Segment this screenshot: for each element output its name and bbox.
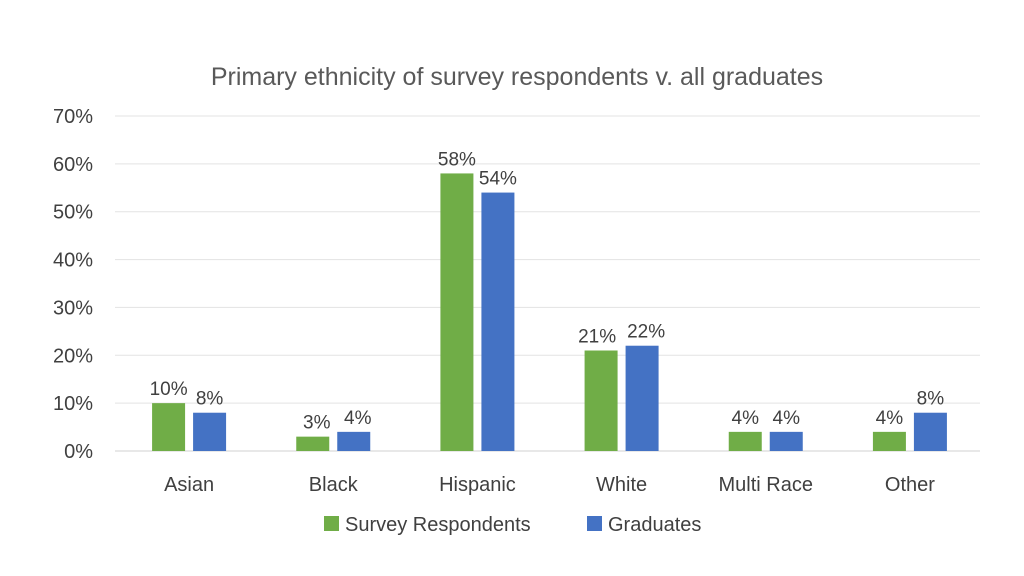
bar-graduates-multi-race — [769, 431, 803, 451]
legend-swatch — [324, 516, 339, 531]
y-tick-label: 40% — [53, 250, 93, 272]
data-label: 4% — [773, 408, 801, 429]
data-label: 4% — [344, 408, 372, 429]
data-label: 10% — [150, 379, 188, 400]
data-label: 8% — [917, 389, 945, 410]
data-label: 22% — [627, 322, 665, 343]
data-label: 21% — [578, 327, 616, 348]
bar-graduates-white — [625, 345, 659, 451]
x-tick-label: White — [596, 474, 647, 496]
bars — [152, 173, 947, 452]
y-tick-label: 20% — [53, 345, 93, 367]
data-labels: 10% 8% 3% 4% 58%54% 21% 22% 4% 4% 4% 8% — [150, 149, 945, 433]
chart-title: Primary ethnicity of survey respondents … — [211, 63, 823, 91]
x-tick-label: Multi Race — [719, 474, 813, 496]
data-label: 58% — [438, 149, 476, 170]
x-tick-label: Other — [885, 474, 935, 496]
legend-label: Survey Respondents — [345, 514, 531, 536]
y-tick-label: 0% — [64, 441, 93, 463]
data-label: 8% — [196, 389, 224, 410]
y-tick-label: 30% — [53, 297, 93, 319]
bar-graduates-black — [337, 431, 371, 451]
legend-swatch — [587, 516, 602, 531]
bar-graduates-other — [913, 412, 947, 451]
x-tick-label: Hispanic — [439, 474, 516, 496]
bar-survey-respondents-other — [872, 431, 906, 451]
legend: Survey Respondents Graduates — [324, 514, 701, 536]
data-label: 4% — [876, 408, 904, 429]
data-label: 3% — [303, 413, 331, 434]
y-tick-label: 50% — [53, 202, 93, 224]
y-tick-label: 70% — [53, 106, 93, 128]
legend-label: Graduates — [608, 514, 701, 536]
x-tick-label: Asian — [164, 474, 214, 496]
bar-survey-respondents-hispanic — [440, 173, 474, 451]
x-tick-label: Black — [309, 474, 359, 496]
bar-survey-respondents-asian — [152, 403, 186, 451]
x-axis-tick-labels: Asian Black Hispanic White Multi Race Other — [164, 474, 935, 496]
bar-graduates-hispanic — [481, 192, 515, 452]
bar-survey-respondents-multi-race — [728, 431, 762, 451]
bar-graduates-asian — [193, 412, 227, 451]
bar-survey-respondents-black — [296, 436, 330, 451]
y-tick-label: 10% — [53, 393, 93, 415]
y-tick-label: 60% — [53, 154, 93, 176]
data-label: 4% — [732, 408, 760, 429]
y-axis-tick-labels: 0% 10% 20% 30% 40% 50% 60% 70% — [53, 106, 93, 463]
gridlines — [115, 115, 980, 452]
data-label: 54% — [479, 169, 517, 190]
bar-survey-respondents-white — [584, 350, 618, 451]
